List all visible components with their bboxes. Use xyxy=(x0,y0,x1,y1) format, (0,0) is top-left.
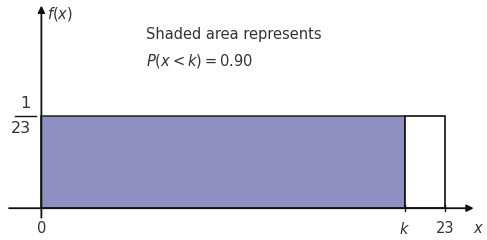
Text: 23: 23 xyxy=(11,121,31,136)
Text: 0: 0 xyxy=(37,221,46,235)
Bar xyxy=(405,116,445,208)
Text: Shaded area represents: Shaded area represents xyxy=(146,27,322,42)
Text: $x$: $x$ xyxy=(473,221,484,235)
Bar xyxy=(41,116,405,208)
Text: $P(x < k) = 0.90$: $P(x < k) = 0.90$ xyxy=(146,52,253,70)
Text: $k$: $k$ xyxy=(399,221,410,237)
Text: $f(x)$: $f(x)$ xyxy=(47,5,73,23)
Text: 23: 23 xyxy=(436,221,454,235)
Text: 1: 1 xyxy=(20,96,31,111)
